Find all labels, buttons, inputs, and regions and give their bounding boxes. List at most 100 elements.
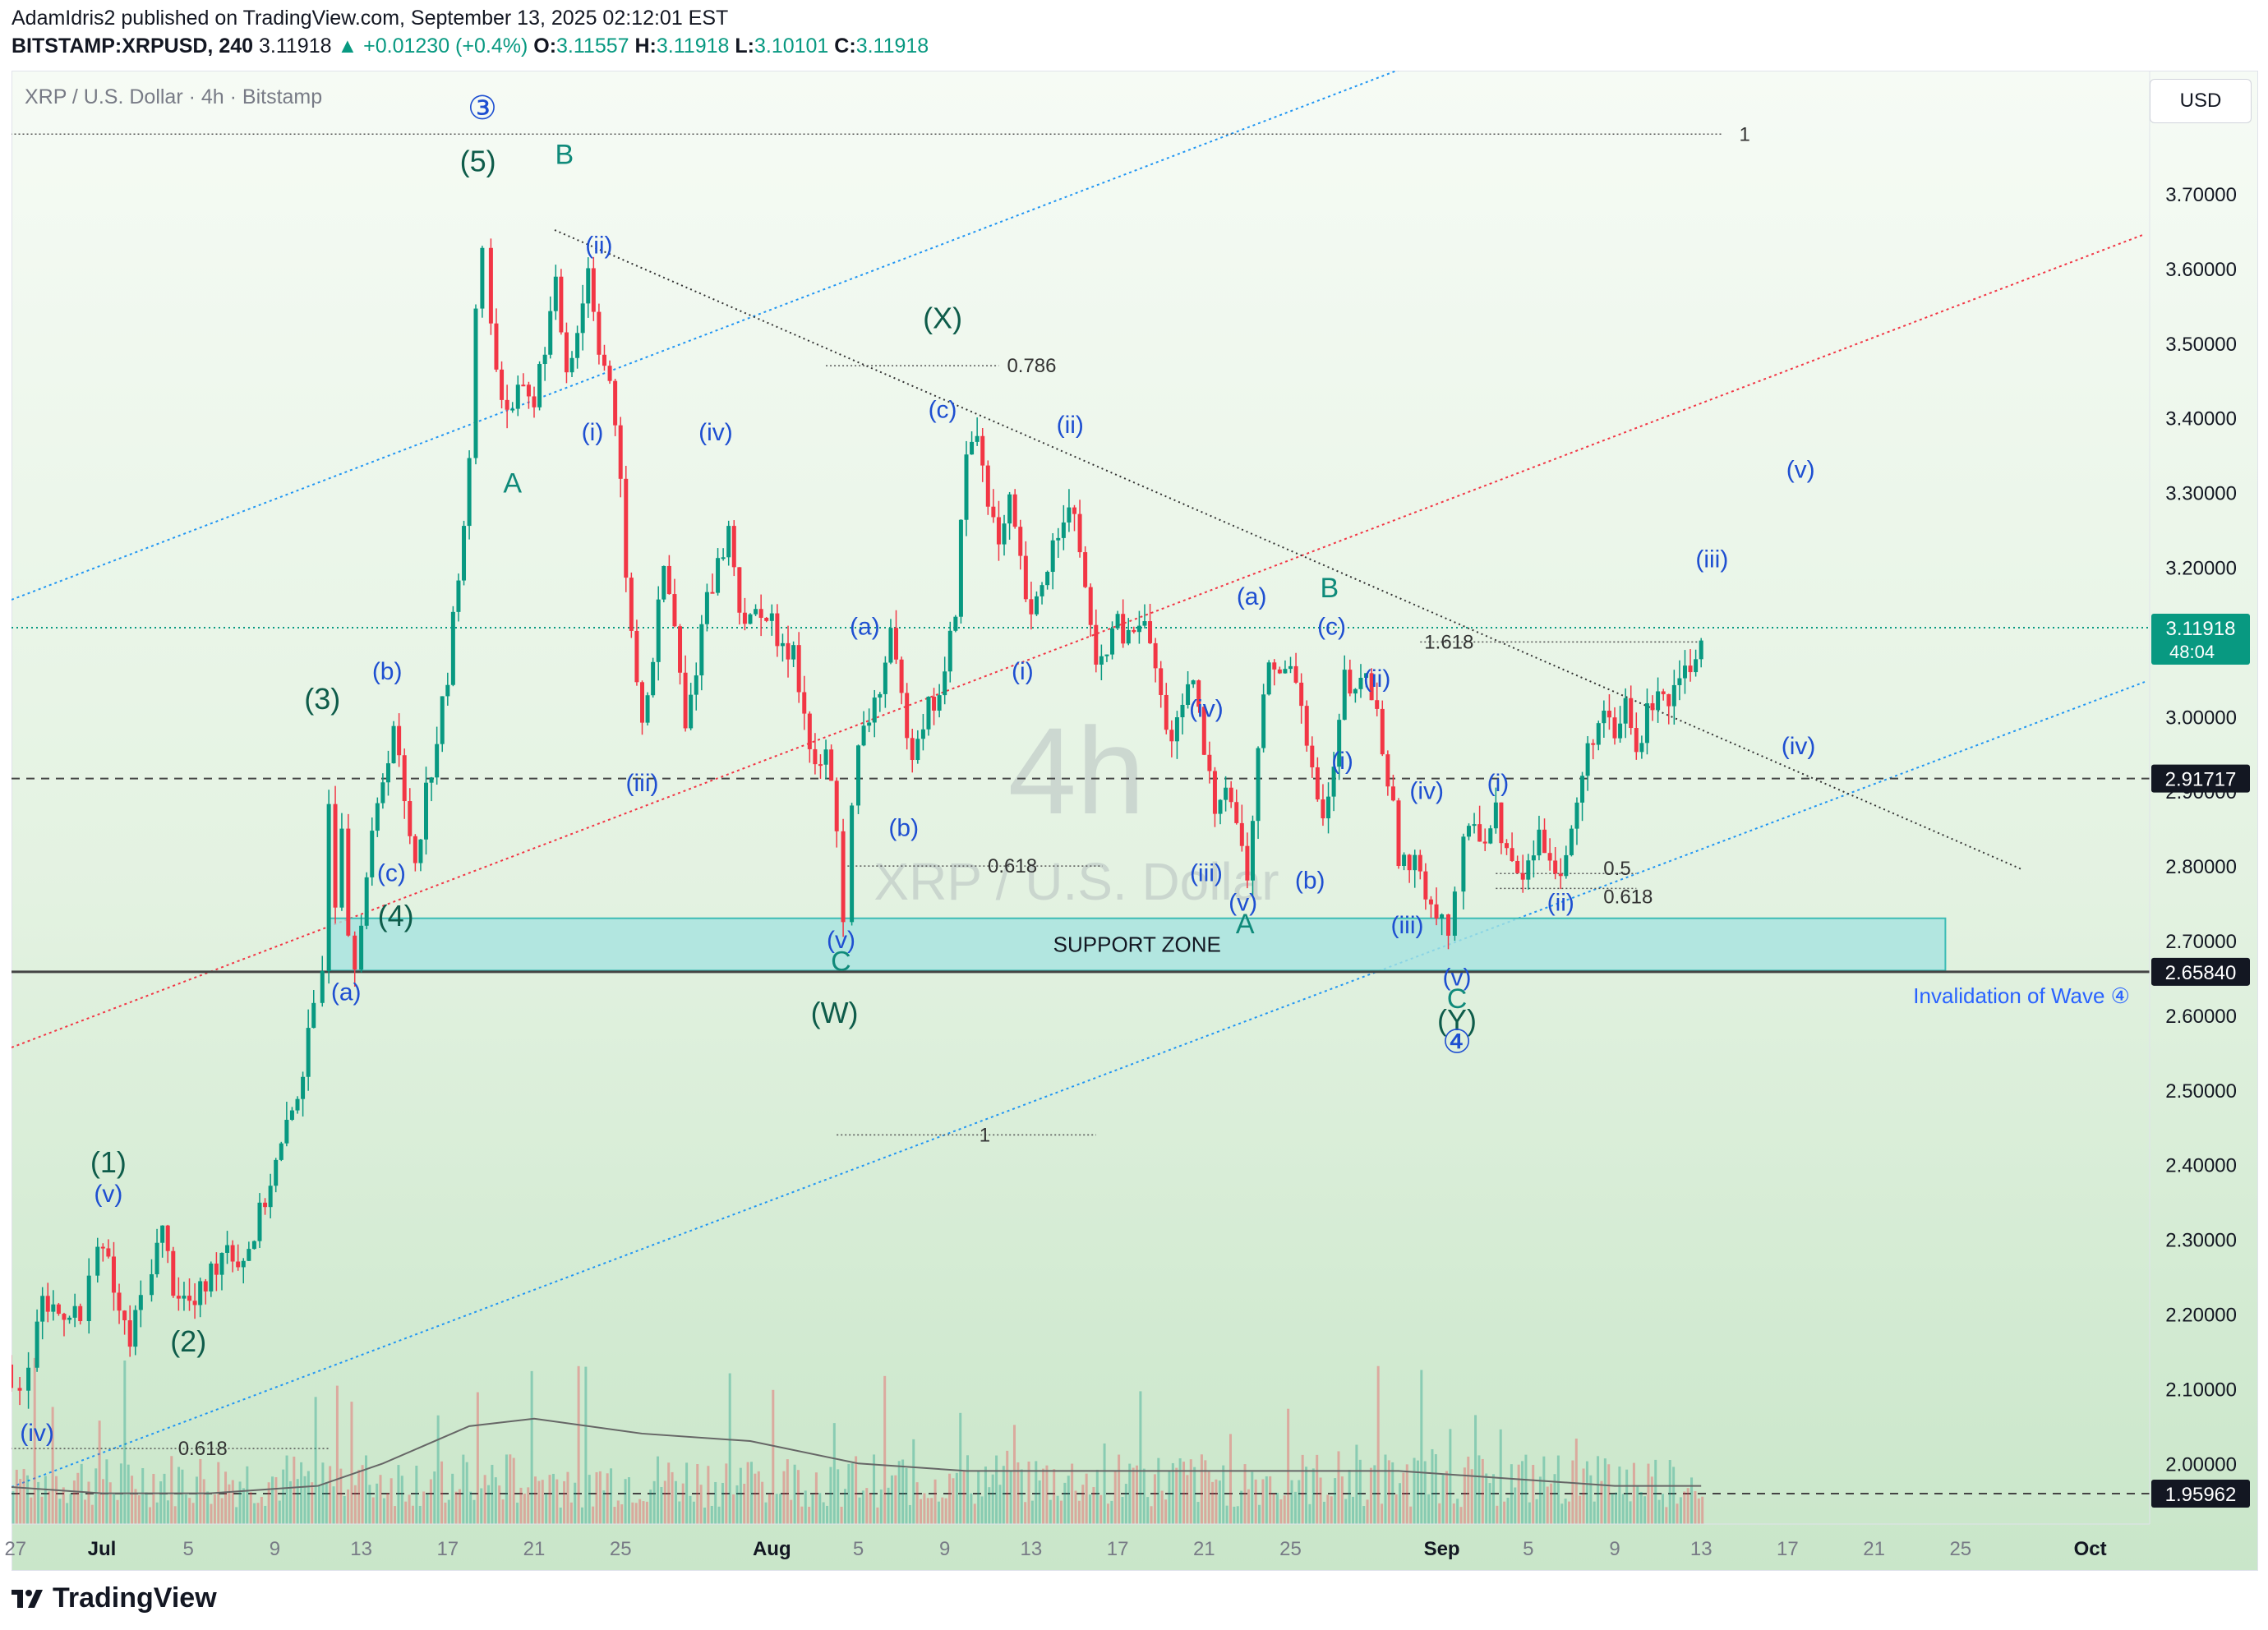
- volume-bar: [1701, 1496, 1704, 1524]
- y-tick-label: 2.10000: [2165, 1379, 2237, 1401]
- volume-bar: [1355, 1444, 1358, 1524]
- candle-body: [694, 675, 698, 695]
- volume-bar: [1477, 1455, 1481, 1524]
- volume-bar: [962, 1471, 966, 1524]
- x-tick-label: Jul: [88, 1538, 117, 1560]
- symbol[interactable]: BITSTAMP:XRPUSD, 240: [12, 35, 254, 58]
- volume-bar: [1136, 1465, 1139, 1524]
- wave-label: (ii): [1057, 412, 1084, 439]
- volume-bar: [1175, 1467, 1178, 1524]
- volume-bar: [1071, 1463, 1074, 1524]
- volume-bar: [1546, 1486, 1549, 1524]
- volume-bar: [750, 1462, 753, 1524]
- volume-bar: [1679, 1497, 1682, 1524]
- pane-title: XRP / U.S. Dollar · 4h · Bitstamp: [25, 85, 323, 108]
- candle-body: [602, 354, 606, 366]
- candle-body: [187, 1296, 192, 1301]
- candle-body: [1499, 802, 1504, 844]
- volume-bar: [271, 1476, 274, 1524]
- volume-bar: [527, 1487, 530, 1524]
- candle-body: [1682, 665, 1687, 679]
- candle-body: [353, 935, 357, 970]
- candle-body: [1537, 829, 1542, 856]
- volume-bar: [843, 1489, 846, 1524]
- volume-bar: [1305, 1467, 1308, 1524]
- volume-bar: [977, 1471, 980, 1524]
- volume-bar: [850, 1463, 854, 1524]
- wave-label: (iv): [20, 1420, 54, 1447]
- x-tick-label: 17: [436, 1538, 459, 1560]
- wave-label: B: [1320, 573, 1339, 604]
- y-tick-label: 3.70000: [2165, 184, 2237, 206]
- volume-bar: [1420, 1370, 1423, 1524]
- support-zone: [328, 917, 1947, 972]
- y-tick-label: 2.70000: [2165, 931, 2237, 953]
- candle-body: [1050, 540, 1055, 573]
- volume-bar: [278, 1500, 281, 1524]
- volume-bar: [566, 1471, 569, 1524]
- candle-body: [597, 311, 602, 355]
- tradingview-footer[interactable]: TradingView: [12, 1582, 217, 1614]
- volume-bar: [357, 1469, 361, 1524]
- volume-bar: [238, 1481, 242, 1524]
- candle-body: [1094, 624, 1099, 665]
- candle-body: [1002, 523, 1007, 545]
- candle-body: [888, 628, 893, 663]
- volume-bar: [1668, 1460, 1671, 1524]
- volume-bar: [1582, 1468, 1585, 1524]
- candle-body: [306, 1028, 311, 1077]
- volume-bar: [1153, 1474, 1156, 1524]
- volume-bar: [274, 1477, 278, 1524]
- candle-body: [1056, 537, 1061, 541]
- volume-ma-line: [12, 1417, 1702, 1494]
- candle-body: [1272, 662, 1277, 670]
- volume-bar: [1316, 1454, 1319, 1524]
- candle-body: [1261, 694, 1266, 748]
- volume-bar: [1474, 1415, 1477, 1524]
- volume-bar: [1352, 1496, 1355, 1524]
- currency-button[interactable]: USD: [2150, 79, 2252, 123]
- chart-pane[interactable]: [12, 71, 2258, 1571]
- candle-body: [418, 839, 423, 863]
- candle-body: [748, 614, 753, 624]
- volume-bar: [634, 1503, 638, 1524]
- volume-bar: [30, 1497, 33, 1524]
- candle-body: [375, 803, 380, 831]
- volume-bar: [145, 1492, 148, 1524]
- fib-level-label: 1: [1740, 123, 1750, 145]
- volume-bar: [469, 1491, 472, 1524]
- volume-bar: [318, 1485, 320, 1524]
- candle-body: [333, 803, 338, 908]
- volume-bar: [998, 1485, 1002, 1524]
- volume-bar: [1077, 1500, 1081, 1524]
- volume-bar: [1683, 1491, 1686, 1524]
- volume-bar: [22, 1468, 25, 1524]
- volume-bar: [195, 1476, 198, 1524]
- volume-bar: [832, 1423, 836, 1524]
- candle-body: [209, 1263, 214, 1292]
- candle-body: [878, 693, 883, 698]
- candle-body: [1569, 828, 1574, 855]
- volume-bar: [1182, 1462, 1185, 1524]
- volume-bar: [725, 1463, 728, 1524]
- candle-body: [1542, 829, 1547, 854]
- volume-bar: [5, 1503, 7, 1524]
- candle-body: [1353, 688, 1358, 694]
- fib-level-label: 0.786: [1007, 355, 1056, 377]
- candle-body: [203, 1281, 208, 1292]
- x-tick-label: Oct: [2074, 1538, 2107, 1560]
- volume-bar: [790, 1499, 793, 1524]
- volume-bar: [779, 1494, 782, 1524]
- volume-bar: [335, 1385, 339, 1524]
- volume-bar: [1348, 1470, 1351, 1524]
- candle-body: [640, 682, 644, 723]
- volume-bar: [837, 1469, 840, 1524]
- candle-body: [1531, 855, 1536, 861]
- volume-bar: [818, 1493, 822, 1524]
- volume-bar: [754, 1473, 757, 1524]
- volume-bar: [163, 1473, 166, 1524]
- volume-bar: [1423, 1461, 1427, 1524]
- fib-level-label: 0.618: [988, 855, 1037, 877]
- candle-body: [1012, 494, 1017, 527]
